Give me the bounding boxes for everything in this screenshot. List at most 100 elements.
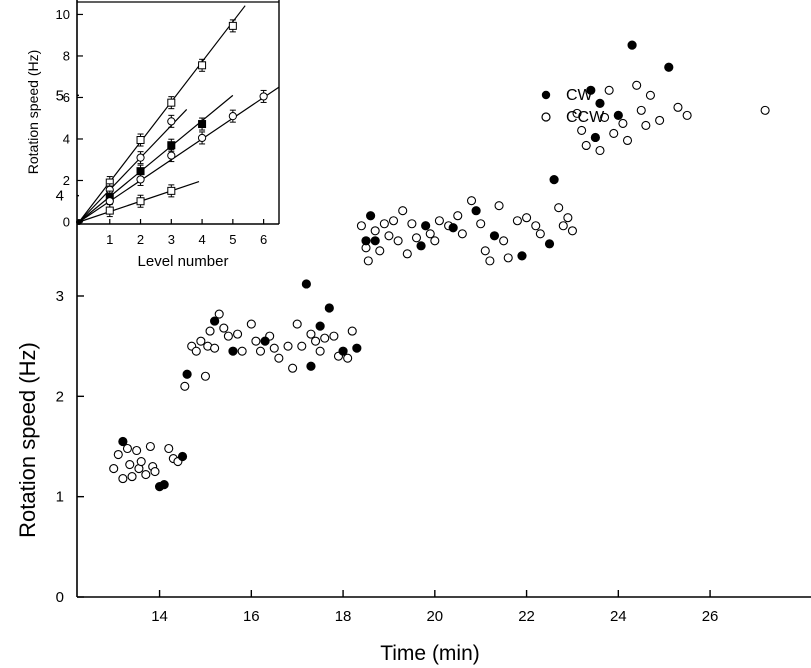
cw-point	[118, 436, 128, 447]
ccw-point	[306, 329, 316, 339]
inset-y-tick-label: 4	[63, 131, 70, 146]
ccw-point	[297, 341, 307, 351]
main-y-tick-label: 0	[56, 589, 64, 606]
cw-point	[228, 346, 238, 356]
ccw-point	[434, 216, 444, 226]
ccw-point	[595, 145, 605, 156]
ccw-point	[618, 118, 628, 128]
ccw-point	[205, 326, 215, 336]
ccw-point	[363, 256, 373, 266]
legend-cw-label: CW	[566, 87, 594, 104]
main-y-ticks: 0 1 2 3 4 5	[56, 87, 84, 606]
inset-x-axis-title: Level number	[138, 253, 229, 270]
ccw-point	[375, 246, 385, 256]
ccw-point	[347, 326, 357, 336]
ccw-point	[136, 456, 146, 467]
ccw-point	[554, 203, 564, 213]
legend-ccw-marker	[541, 112, 551, 122]
ccw-point	[636, 105, 646, 115]
ccw-point	[632, 80, 642, 90]
ccw-point	[288, 363, 298, 373]
ccw-point	[577, 125, 587, 135]
cw-point	[352, 343, 362, 353]
legend: CW CCW	[541, 87, 605, 126]
ccw-point	[609, 128, 619, 138]
ccw-point	[407, 219, 417, 229]
ccw-point	[398, 206, 408, 216]
cw-point	[448, 223, 458, 233]
ccw-point	[425, 229, 435, 239]
ccw-point	[141, 470, 151, 480]
ccw-point	[531, 221, 541, 231]
ccw-point	[673, 102, 683, 112]
ccw-point	[384, 231, 394, 241]
ccw-point	[233, 329, 243, 339]
inset-fit-line	[78, 108, 188, 223]
ccw-point	[164, 443, 174, 454]
main-x-tick-label: 18	[335, 608, 352, 625]
ccw-point	[214, 309, 224, 319]
main-x-tick-label: 24	[610, 608, 627, 625]
ccw-point	[393, 236, 403, 246]
inset-data-points	[76, 19, 268, 225]
inset-point	[198, 61, 207, 70]
inset-x-tick-label: 4	[198, 232, 205, 247]
ccw-point	[320, 333, 330, 343]
ccw-point	[125, 460, 135, 470]
ccw-point	[682, 110, 692, 120]
ccw-point	[581, 140, 591, 151]
ccw-point	[283, 341, 293, 351]
ccw-point	[535, 229, 545, 239]
main-data-points	[109, 40, 770, 492]
cw-point	[370, 236, 380, 246]
ccw-point	[145, 441, 155, 452]
ccw-point	[457, 229, 467, 239]
ccw-point	[622, 135, 633, 146]
inset-point	[167, 141, 176, 150]
ccw-point	[480, 246, 490, 256]
inset-point	[167, 117, 176, 126]
ccw-point	[180, 381, 190, 391]
inset-x-ticks: 1 2 3 4 5 6	[106, 219, 267, 247]
cw-point	[421, 221, 431, 231]
ccw-point	[292, 319, 302, 329]
ccw-point	[210, 343, 220, 353]
ccw-point	[329, 331, 339, 341]
inset-x-tick-label: 3	[168, 232, 175, 247]
inset-point	[136, 136, 145, 145]
ccw-point	[411, 233, 422, 243]
inset-point	[136, 153, 145, 162]
ccw-point	[604, 85, 614, 95]
inset-y-tick-label: 0	[63, 215, 70, 230]
ccw-point	[356, 221, 366, 231]
ccw-point	[315, 346, 325, 356]
cw-point	[260, 336, 270, 346]
ccw-point	[196, 336, 206, 346]
cw-point	[586, 85, 596, 95]
ccw-point	[343, 353, 353, 363]
legend-cw-marker	[541, 90, 551, 100]
ccw-point	[655, 115, 665, 125]
cw-point	[416, 241, 426, 251]
ccw-point	[522, 213, 532, 223]
ccw-point	[558, 221, 568, 231]
ccw-point	[503, 253, 513, 263]
ccw-point	[237, 346, 247, 356]
ccw-point	[246, 319, 256, 329]
cw-point	[182, 369, 192, 379]
cw-point	[664, 62, 674, 72]
inset-point	[228, 21, 237, 30]
inset-point	[105, 206, 114, 215]
ccw-point	[645, 90, 655, 100]
main-y-tick-label: 1	[56, 489, 64, 506]
ccw-point	[109, 464, 119, 474]
inset-x-tick-label: 5	[229, 232, 236, 247]
inset-y-tick-label: 6	[63, 90, 70, 105]
inset-point	[198, 120, 207, 129]
inset-x-tick-label: 6	[260, 232, 267, 247]
ccw-point	[512, 216, 522, 226]
ccw-point	[132, 445, 142, 456]
ccw-point	[191, 346, 201, 356]
